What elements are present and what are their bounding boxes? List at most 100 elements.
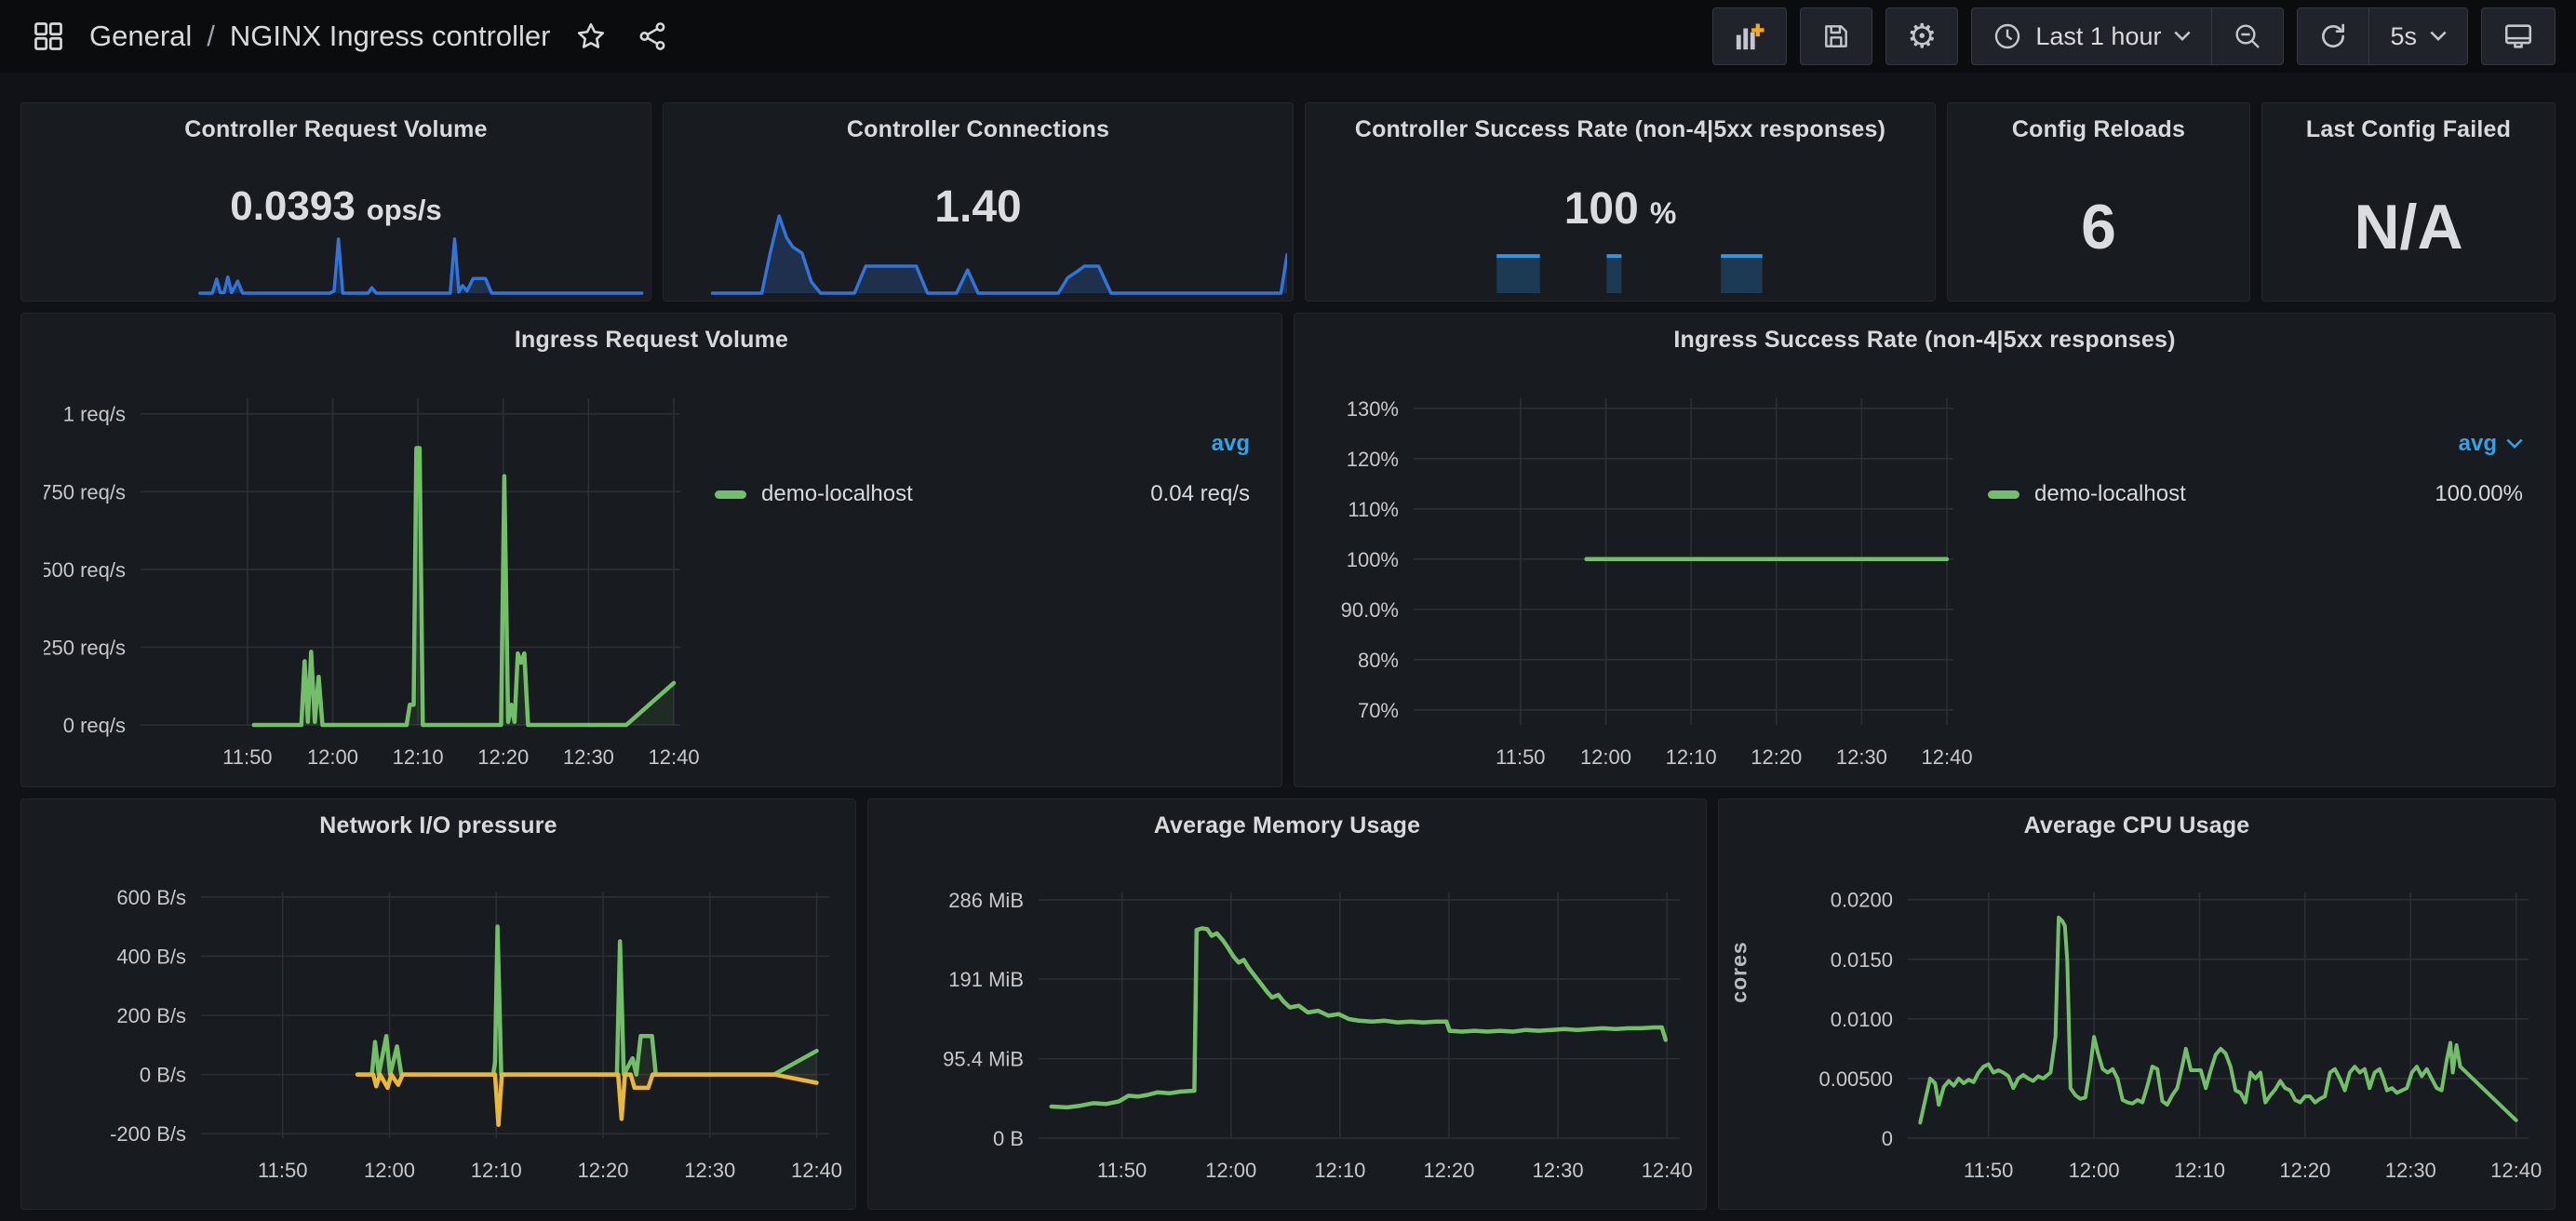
svg-text:12:40: 12:40 [2490, 1159, 2542, 1182]
time-series-chart[interactable]: 130%120%110%100%90.0%80%70%11:5012:0012:… [1317, 373, 1983, 783]
svg-text:12:10: 12:10 [471, 1159, 522, 1182]
svg-text:12:00: 12:00 [2069, 1159, 2120, 1182]
panel-controller-request-volume: Controller Request Volume 0.0393 ops/s [20, 102, 651, 302]
time-range-label: Last 1 hour [2035, 22, 2161, 51]
panel-controller-success-rate: Controller Success Rate (non-4|5xx respo… [1305, 102, 1936, 302]
monitor-icon [2502, 20, 2534, 52]
cycle-view-mode-button[interactable] [2481, 7, 2556, 65]
breadcrumb-dashboard-title[interactable]: NGINX Ingress controller [230, 20, 551, 53]
zoom-out-icon [2233, 21, 2262, 51]
panel-title[interactable]: Controller Request Volume [21, 116, 651, 143]
stat-unit: ops/s [367, 194, 442, 227]
bar-chart-plus-icon [1734, 20, 1765, 52]
panel-ingress-request-volume: Ingress Request Volume 1 req/s 0.750 req/… [20, 313, 1282, 787]
clock-icon [1992, 21, 2022, 51]
panel-title[interactable]: Ingress Success Rate (non-4|5xx response… [1295, 327, 2555, 354]
panel-title[interactable]: Controller Connections [664, 116, 1293, 143]
panel-average-memory-usage: Average Memory Usage 286 MiB191 MiB95.4 … [867, 798, 1707, 1210]
save-icon [1821, 21, 1851, 51]
svg-text:11:50: 11:50 [258, 1159, 307, 1182]
refresh-interval-picker[interactable]: 5s [2368, 7, 2468, 65]
svg-text:12:20: 12:20 [2279, 1159, 2330, 1182]
svg-text:12:20: 12:20 [577, 1159, 628, 1182]
legend-row: demo-localhost 0.04 req/s [715, 481, 1250, 507]
panel-title[interactable]: Average CPU Usage [1719, 812, 2555, 839]
svg-text:11:50: 11:50 [222, 745, 272, 769]
svg-text:0.0100: 0.0100 [1831, 1008, 1893, 1031]
series-avg-value: 100.00% [2435, 481, 2523, 507]
zoom-out-button[interactable] [2211, 7, 2284, 65]
svg-text:1 req/s: 1 req/s [63, 403, 126, 426]
svg-text:12:20: 12:20 [1423, 1159, 1474, 1182]
panel-ingress-success-rate: Ingress Success Rate (non-4|5xx response… [1294, 313, 2556, 787]
nav-bar: General / NGINX Ingress controller [0, 0, 2576, 73]
refresh-group: 5s [2297, 7, 2468, 65]
svg-text:11:50: 11:50 [1097, 1159, 1147, 1182]
refresh-button[interactable] [2297, 7, 2368, 65]
svg-text:191 MiB: 191 MiB [948, 968, 1024, 991]
panel-title[interactable]: Controller Success Rate (non-4|5xx respo… [1306, 116, 1935, 143]
svg-text:12:40: 12:40 [1642, 1159, 1693, 1182]
series-name[interactable]: demo-localhost [761, 481, 913, 507]
time-series-chart[interactable]: 1 req/s0.750 req/s0.500 req/s0.250 req/s… [44, 373, 710, 783]
time-series-chart[interactable]: 286 MiB191 MiB95.4 MiB0 B11:5012:0012:10… [878, 859, 1698, 1203]
svg-text:12:10: 12:10 [1314, 1159, 1365, 1182]
panel-title[interactable]: Ingress Request Volume [21, 327, 1281, 354]
breadcrumb-folder[interactable]: General [89, 20, 192, 53]
stat-value: 6 [1948, 176, 2249, 278]
svg-text:12:10: 12:10 [1666, 745, 1717, 769]
svg-text:12:10: 12:10 [2174, 1159, 2225, 1182]
svg-text:-200 B/s: -200 B/s [110, 1122, 186, 1146]
add-panel-button[interactable] [1712, 7, 1787, 65]
dashboard-settings-button[interactable]: ⚙ [1885, 7, 1958, 65]
legend-sort-header[interactable]: avg [715, 431, 1250, 457]
svg-text:12:00: 12:00 [1205, 1159, 1256, 1182]
svg-text:0.00500: 0.00500 [1818, 1067, 1893, 1091]
panel-title[interactable]: Config Reloads [1948, 116, 2249, 143]
svg-text:12:00: 12:00 [364, 1159, 415, 1182]
svg-text:70%: 70% [1358, 699, 1399, 722]
svg-text:0 B/s: 0 B/s [140, 1064, 186, 1087]
stat-unit: % [1650, 196, 1676, 231]
star-icon[interactable] [570, 16, 611, 57]
svg-text:11:50: 11:50 [1964, 1159, 2013, 1182]
panel-title[interactable]: Network I/O pressure [21, 812, 855, 839]
breadcrumb: General / NGINX Ingress controller [89, 20, 550, 53]
legend: avg demo-localhost 0.04 req/s [715, 431, 1250, 507]
sparkline-chart [1311, 249, 1929, 296]
chevron-down-icon [2174, 31, 2191, 42]
svg-text:110%: 110% [1348, 498, 1399, 521]
breadcrumb-separator: / [205, 20, 217, 53]
svg-text:12:30: 12:30 [563, 745, 614, 769]
time-series-chart[interactable]: 600 B/s400 B/s200 B/s0 B/s-200 B/s11:501… [31, 859, 848, 1203]
series-name[interactable]: demo-localhost [2034, 481, 2186, 507]
panel-network-io-pressure: Network I/O pressure 600 B/s400 B/s200 B… [20, 798, 856, 1210]
svg-text:0.500 req/s: 0.500 req/s [44, 558, 126, 582]
panel-average-cpu-usage: Average CPU Usage cores 0.02000.01500.01… [1718, 798, 2556, 1210]
svg-text:400 B/s: 400 B/s [116, 945, 186, 968]
save-dashboard-button[interactable] [1800, 7, 1872, 65]
chevron-down-icon [2430, 31, 2447, 42]
refresh-interval-label: 5s [2390, 22, 2417, 51]
time-series-chart[interactable]: 0.02000.01500.01000.00500011:5012:0012:1… [1728, 859, 2547, 1203]
panel-title[interactable]: Last Config Failed [2262, 116, 2555, 143]
refresh-icon [2318, 21, 2348, 51]
svg-text:0.0200: 0.0200 [1831, 889, 1893, 912]
svg-text:12:40: 12:40 [1922, 745, 1973, 769]
dashboard-grid-icon[interactable] [28, 16, 69, 57]
svg-text:0 B: 0 B [993, 1127, 1024, 1150]
series-color-marker [1988, 490, 2019, 499]
svg-text:11:50: 11:50 [1496, 745, 1545, 769]
stat-value: N/A [2262, 176, 2555, 278]
svg-text:0.750 req/s: 0.750 req/s [44, 480, 126, 503]
svg-text:80%: 80% [1358, 649, 1399, 672]
toolbar: ⚙ Last 1 hour [1712, 7, 2556, 65]
legend-sort-header[interactable]: avg [1988, 431, 2523, 457]
panel-title[interactable]: Average Memory Usage [868, 812, 1706, 839]
svg-text:12:30: 12:30 [1533, 1159, 1584, 1182]
svg-text:0 req/s: 0 req/s [63, 714, 126, 737]
svg-text:90.0%: 90.0% [1341, 598, 1399, 622]
share-icon[interactable] [632, 16, 673, 57]
svg-text:12:30: 12:30 [2385, 1159, 2436, 1182]
time-range-picker[interactable]: Last 1 hour [1971, 7, 2211, 65]
